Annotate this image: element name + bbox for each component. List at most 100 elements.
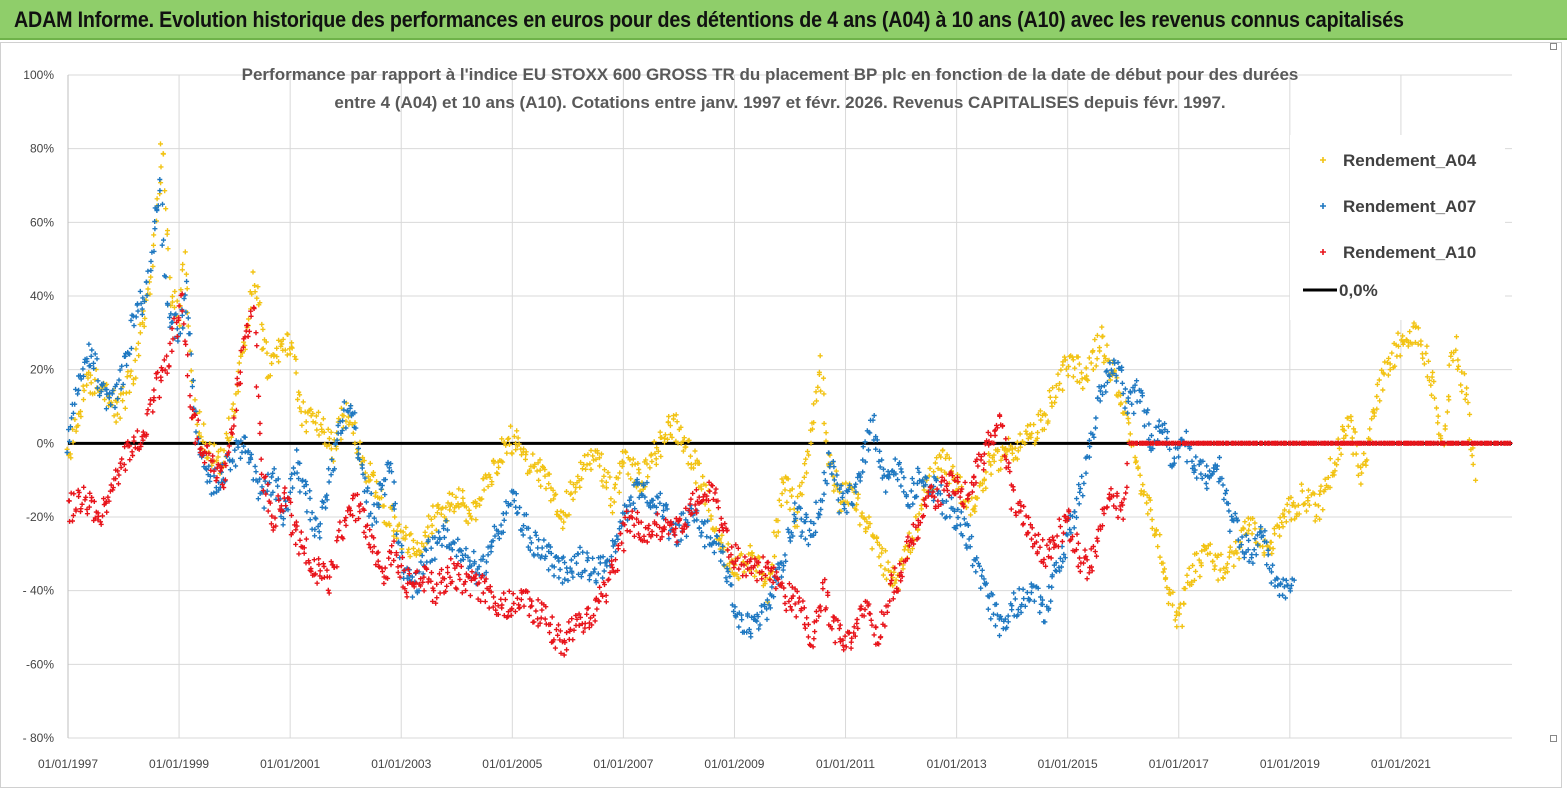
point-rendement_a07	[694, 517, 700, 523]
point-rendement_a07	[779, 560, 785, 566]
point-rendement_a07	[1115, 360, 1121, 365]
point-rendement_a04	[453, 494, 459, 500]
point-rendement_a04	[1186, 565, 1192, 571]
point-rendement_a04	[780, 480, 786, 485]
point-rendement_a10	[1114, 493, 1120, 499]
point-rendement_a07	[953, 526, 959, 531]
point-rendement_a04	[537, 467, 543, 473]
point-rendement_a04	[757, 555, 762, 561]
point-rendement_a04	[86, 370, 92, 375]
point-rendement_a07	[280, 522, 286, 528]
point-rendement_a04	[734, 572, 740, 577]
point-rendement_a04	[696, 460, 702, 466]
point-rendement_a07	[363, 499, 369, 505]
point-rendement_a04	[688, 461, 694, 467]
point-rendement_a10	[479, 573, 485, 578]
point-rendement_a04	[303, 429, 309, 435]
point-rendement_a04	[194, 421, 200, 427]
point-rendement_a07	[1098, 384, 1104, 390]
point-rendement_a10	[533, 608, 539, 614]
point-rendement_a10	[263, 491, 269, 497]
point-rendement_a10	[301, 550, 307, 556]
point-rendement_a07	[131, 323, 137, 329]
point-rendement_a07	[557, 567, 563, 572]
resize-handle-bottom-right[interactable]	[1550, 735, 1557, 742]
point-rendement_a04	[980, 488, 986, 494]
point-rendement_a04	[1415, 325, 1421, 331]
point-rendement_a04	[357, 439, 363, 445]
point-rendement_a10	[1100, 523, 1105, 529]
point-rendement_a07	[70, 410, 76, 416]
point-rendement_a07	[488, 549, 494, 555]
point-rendement_a04	[652, 451, 658, 456]
point-rendement_a10	[314, 580, 320, 586]
point-rendement_a07	[297, 489, 303, 495]
point-rendement_a10	[1068, 537, 1074, 542]
point-rendement_a10	[208, 467, 214, 473]
point-rendement_a04	[1092, 337, 1098, 343]
point-rendement_a07	[624, 504, 630, 510]
point-rendement_a10	[786, 581, 792, 587]
point-rendement_a10	[1035, 549, 1040, 555]
point-rendement_a10	[281, 490, 287, 496]
point-rendement_a07	[827, 461, 833, 467]
point-rendement_a10	[813, 609, 819, 614]
point-rendement_a10	[366, 541, 372, 547]
point-rendement_a10	[269, 513, 275, 519]
point-rendement_a04	[1101, 353, 1107, 359]
point-rendement_a07	[399, 549, 405, 555]
point-rendement_a04	[1217, 567, 1223, 573]
point-rendement_a07	[107, 390, 113, 396]
point-rendement_a10	[814, 618, 819, 624]
point-rendement_a07	[815, 515, 821, 521]
point-rendement_a04	[1355, 463, 1361, 469]
point-rendement_a07	[321, 500, 327, 505]
point-rendement_a04	[1025, 423, 1031, 429]
point-rendement_a04	[333, 446, 339, 452]
point-rendement_a04	[1377, 398, 1383, 404]
point-rendement_a04	[1341, 435, 1347, 441]
point-rendement_a10	[822, 577, 828, 583]
point-rendement_a07	[1076, 482, 1082, 488]
point-rendement_a10	[557, 628, 563, 634]
point-rendement_a10	[229, 426, 234, 432]
point-rendement_a10	[382, 565, 388, 571]
point-rendement_a10	[1074, 531, 1080, 537]
point-rendement_a07	[640, 481, 646, 487]
point-rendement_a07	[307, 488, 313, 494]
x-tick-label: 01/01/2005	[482, 757, 542, 771]
point-rendement_a04	[274, 345, 280, 351]
point-rendement_a04	[172, 304, 177, 310]
point-rendement_a04	[1317, 488, 1323, 494]
point-rendement_a10	[707, 488, 713, 494]
point-rendement_a10	[83, 494, 89, 500]
point-rendement_a04	[1246, 522, 1252, 528]
point-rendement_a07	[720, 549, 726, 555]
point-rendement_a10	[849, 635, 855, 641]
point-rendement_a10	[297, 537, 303, 543]
point-rendement_a07	[490, 538, 496, 544]
point-rendement_a07	[1162, 427, 1168, 432]
point-rendement_a10	[454, 586, 460, 592]
point-rendement_a10	[495, 603, 501, 609]
point-rendement_a10	[670, 527, 676, 533]
point-rendement_a07	[791, 512, 797, 518]
point-rendement_a07	[1040, 602, 1045, 607]
point-rendement_a04	[578, 459, 584, 465]
point-rendement_a04	[1374, 381, 1380, 387]
point-rendement_a04	[503, 442, 509, 448]
point-rendement_a07	[73, 386, 79, 392]
point-rendement_a07	[867, 430, 873, 436]
resize-handle-top-right[interactable]	[1550, 43, 1557, 50]
point-rendement_a07	[1110, 370, 1116, 376]
point-rendement_a10	[476, 580, 482, 586]
point-rendement_a10	[706, 479, 712, 485]
point-rendement_a07	[850, 502, 856, 508]
point-rendement_a10	[268, 521, 274, 527]
point-rendement_a07	[1093, 425, 1098, 431]
point-rendement_a10	[959, 500, 965, 506]
point-rendement_a10	[444, 583, 450, 589]
point-rendement_a07	[1217, 455, 1222, 460]
chart-title-line-1: Performance par rapport à l'indice EU ST…	[242, 65, 1299, 84]
